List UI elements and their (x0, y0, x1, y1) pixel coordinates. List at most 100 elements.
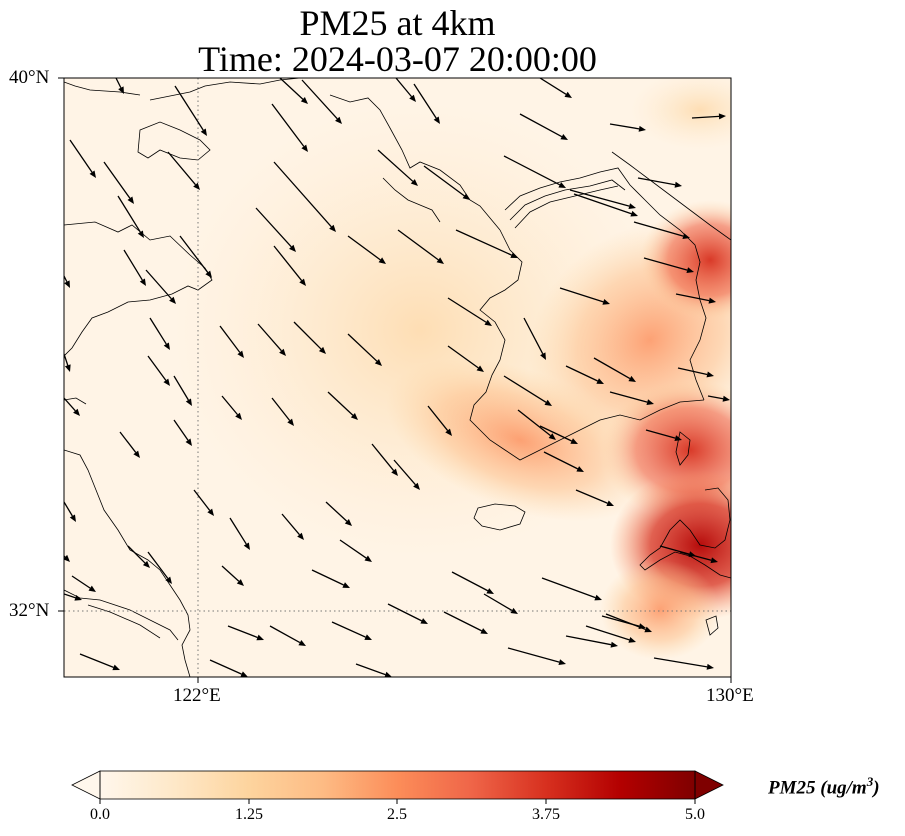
wind-vector (271, 103, 308, 152)
pm25-field (64, 78, 731, 677)
colorbar (71, 770, 724, 804)
wind-vector (174, 85, 207, 136)
wind-vector (653, 657, 714, 670)
lat-tick-32n: 32°N (9, 600, 50, 621)
wind-vector (573, 193, 638, 217)
wind-vector (503, 375, 552, 406)
wind-vector (301, 79, 342, 124)
colorbar-extend-max (694, 770, 724, 800)
wind-vector (393, 459, 420, 490)
wind-vector (371, 443, 398, 476)
wind-vector (387, 603, 428, 624)
wind-vector (173, 375, 192, 406)
wind-vector (447, 297, 492, 326)
wind-vector (281, 513, 304, 540)
wind-vector (119, 431, 140, 458)
wind-vector (145, 269, 176, 304)
wind-vector (325, 501, 352, 526)
wind-vector (541, 577, 602, 601)
wind-vector (539, 425, 578, 444)
wind-vector (147, 551, 172, 584)
wind-vector (575, 489, 614, 507)
wind-vector (609, 123, 646, 132)
colorbar-tick-3: 3.75 (532, 806, 560, 823)
wind-vector (271, 397, 294, 426)
wind-vector (64, 501, 76, 522)
wind-vector (147, 355, 170, 386)
map-title: PM25 at 4km (299, 3, 496, 43)
tick-marks (58, 77, 732, 683)
wind-vector (645, 429, 682, 442)
wind-vector (193, 489, 214, 516)
wind-vector (633, 221, 690, 239)
wind-vector (273, 161, 336, 232)
wind-vector (565, 365, 604, 384)
wind-vector (115, 78, 124, 94)
wind-vector (605, 613, 652, 633)
gridlines (64, 78, 731, 677)
colorbar-extend-min (71, 770, 101, 800)
wind-vector (173, 419, 192, 446)
wind-vector (347, 235, 386, 264)
colorbar-tick-0: 0.0 (90, 806, 110, 823)
wind-vector (679, 551, 718, 564)
wind-vector (69, 139, 96, 178)
wind-vector (273, 245, 306, 286)
wind-vector (221, 395, 242, 420)
wind-vector (707, 395, 730, 402)
wind-vector (219, 325, 244, 358)
wind-vector (339, 539, 372, 562)
wind-vector (413, 83, 440, 124)
wind-vector (565, 635, 618, 648)
wind-vector (637, 177, 682, 188)
wind-vector (64, 397, 80, 416)
wind-vector (311, 569, 350, 588)
wind-vector (395, 78, 416, 102)
wind-vector (255, 207, 296, 252)
wind-vector (167, 151, 200, 190)
wind-vector (117, 195, 144, 238)
wind-vector (455, 229, 518, 258)
map-frame (63, 77, 732, 678)
wind-vector (543, 451, 584, 472)
wind-vector (423, 165, 470, 200)
wind-vector (229, 517, 250, 550)
lon-tick-122e: 122°E (173, 685, 221, 706)
wind-vector (127, 545, 150, 568)
wind-vector (209, 659, 248, 677)
wind-vector (227, 625, 264, 641)
wind-vector (149, 317, 170, 350)
wind-vector (643, 257, 694, 274)
wind-vector (609, 391, 654, 406)
wind-vector (503, 155, 566, 188)
wind-vector (569, 189, 636, 210)
colorbar-tick-4: 5.0 (685, 806, 705, 823)
wind-vector (123, 249, 146, 286)
wind-vector (331, 621, 372, 640)
wind-vector (355, 663, 392, 677)
wind-vector (451, 571, 494, 594)
wind-vector (64, 353, 71, 372)
colorbar-tick-2: 2.5 (387, 806, 407, 823)
wind-vector (443, 611, 488, 634)
map-subtitle-time: Time: 2024-03-07 20:00:00 (198, 39, 597, 79)
wind-vector (507, 647, 566, 666)
wind-vector (79, 653, 120, 671)
wind-vector (483, 593, 518, 614)
lon-tick-130e: 130°E (706, 685, 754, 706)
coastlines (64, 78, 731, 677)
wind-vector (691, 113, 726, 120)
wind-vector (523, 317, 546, 360)
wind-vector (677, 367, 714, 378)
colorbar-tick-1: 1.25 (235, 806, 263, 823)
wind-vector (103, 161, 134, 204)
wind-vector (517, 409, 556, 440)
wind-vector (179, 235, 212, 278)
wind-vector (377, 149, 418, 186)
wind-vector (675, 293, 716, 304)
colorbar-label: PM25 (ug/m3) (768, 774, 880, 799)
wind-vector (593, 357, 636, 382)
lat-tick-40n: 40°N (9, 67, 50, 88)
wind-vector (327, 391, 358, 420)
